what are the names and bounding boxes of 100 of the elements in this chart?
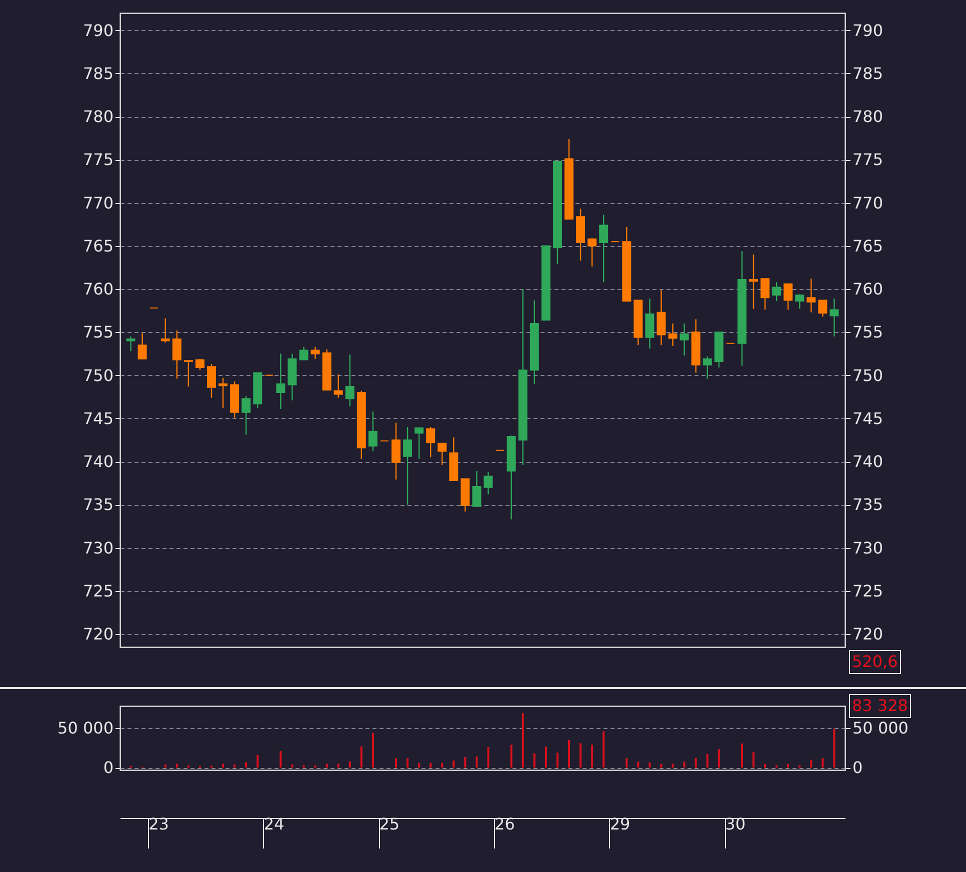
bar [487,747,490,768]
candlestick [680,322,689,356]
candlestick [702,356,712,380]
bar [476,756,478,768]
bar [348,761,351,768]
bar [395,758,398,768]
candlestick [276,353,286,410]
y-tick-label: 740 [82,452,114,472]
candlestick [588,238,597,268]
y2-tick-label: 750 [852,366,884,385]
bar [787,764,790,768]
y2-tick-label: 725 [852,581,884,600]
bar [602,731,605,768]
y2-tick-label: 775 [852,150,884,170]
candlestick [472,470,482,507]
bar [176,764,178,768]
y-tick-label: 755 [82,322,114,342]
bar [718,749,720,768]
y-tick-label: 780 [82,107,114,126]
candlestick [345,354,354,407]
bar [441,762,444,768]
y2-tick-label: 720 [852,624,884,644]
bar [464,756,466,768]
bar [256,754,259,768]
candlestick [795,294,804,310]
bar [660,764,662,768]
candlestick [818,300,828,318]
candlestick [599,214,608,283]
y-tick-label: 725 [82,581,114,600]
candlestick [403,426,412,506]
y2-tick-label: 740 [852,452,884,472]
candlestick [138,332,147,360]
candlestick [299,346,308,360]
bar [452,760,455,768]
y-tick-label: 765 [82,236,114,256]
candlestick [830,298,839,338]
candlestick [806,278,816,313]
candlestick [334,374,343,398]
candlestick [426,426,436,458]
y2-tick-label: 790 [852,20,884,40]
candlestick [242,395,251,436]
bar [833,728,836,768]
bar [164,764,166,768]
bar [580,743,582,768]
text: 520,6 [849,650,901,674]
candlestick [206,363,216,398]
y2-tick-label: 760 [852,280,884,299]
y2-tick-label: 755 [852,322,884,342]
bar [683,762,686,768]
bar [764,764,766,768]
y-tick-label: 730 [82,538,114,558]
y-tick-label: 50 000 [58,718,114,738]
bar [326,764,328,768]
y2-tick-label: 765 [852,236,884,256]
bar [740,744,743,768]
y2-tick-label: 730 [852,538,884,558]
bar [430,762,432,768]
y-tick-label: 735 [82,495,114,514]
y2-tick-label: 50 000 [852,718,908,738]
candlestick [172,330,182,380]
candlestick [784,283,793,310]
bar [533,753,536,768]
y2-tick-label: 770 [852,193,884,212]
bar [648,762,651,768]
candlestick [484,471,493,495]
candlestick [184,360,193,388]
y-tick-label: 720 [82,624,114,644]
bar [556,752,558,768]
bar [372,732,374,768]
bar [672,764,674,768]
candlestick [668,322,678,347]
y-tick-label: 775 [82,150,114,170]
bar [522,713,524,768]
bar [337,764,340,768]
y-tick-label: 0 [103,758,114,778]
bar [234,764,236,768]
bar [591,744,594,768]
candlestick [438,442,447,466]
candlestick [760,278,770,310]
text: 83 328 [849,694,911,718]
y-tick-label: 785 [82,64,114,83]
y2-tick-label: 735 [852,495,884,514]
bar [706,754,708,768]
bar [245,762,248,768]
bar [291,764,294,768]
candlestick [645,298,654,350]
y-tick-label: 750 [82,366,114,385]
bar [752,752,755,768]
bar [280,751,282,768]
candlestick [195,358,204,371]
candlestick [160,318,170,344]
bar [626,758,628,768]
bar [810,760,812,768]
y-tick-label: 790 [82,20,114,40]
bar [637,762,640,768]
candlestick [414,427,424,460]
candlestick [310,346,320,360]
bar [510,744,512,768]
y2-tick-label: 0 [852,758,863,778]
y2-tick-label: 745 [852,408,884,428]
